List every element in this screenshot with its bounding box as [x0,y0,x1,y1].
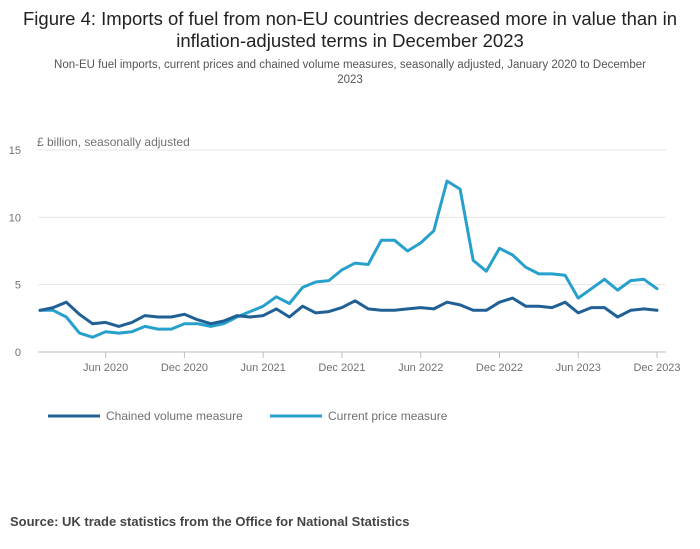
y-axis-title: £ billion, seasonally adjusted [37,135,190,149]
chart-title: Figure 4: Imports of fuel from non-EU co… [23,8,677,51]
y-tick-label: 10 [9,212,21,224]
x-tick-label: Jun 2022 [398,362,443,374]
x-tick-label: Dec 2022 [476,362,523,374]
y-tick-label: 0 [15,347,21,359]
series-lines [38,179,659,339]
x-tick-label: Dec 2021 [318,362,365,374]
legend-label: Chained volume measure [106,409,243,423]
x-tick-label: Jun 2023 [556,362,601,374]
y-tick-label: 5 [15,280,21,292]
x-tick-label: Dec 2020 [161,362,208,374]
x-tick-label: Jun 2021 [241,362,286,374]
series-line-chained-volume-measure [38,296,659,328]
axes: 0 5 10 15 £ billion, seasonally adjusted Jun … [9,135,681,374]
source-note: Source: UK trade statistics from the Off… [10,514,410,529]
series-line-current-price-measure [38,179,659,339]
legend: Chained volume measure Current price meas… [48,409,448,423]
y-tick-label: 15 [9,145,21,157]
line-chart: 0 5 10 15 £ billion, seasonally adjusted Jun … [9,135,681,423]
gridlines [38,149,666,286]
legend-label: Current price measure [328,409,448,423]
x-tick-label: Jun 2020 [83,362,128,374]
x-tick-label: Dec 2023 [633,362,680,374]
chart-subtitle: Non-EU fuel imports, current prices and … [54,59,646,86]
